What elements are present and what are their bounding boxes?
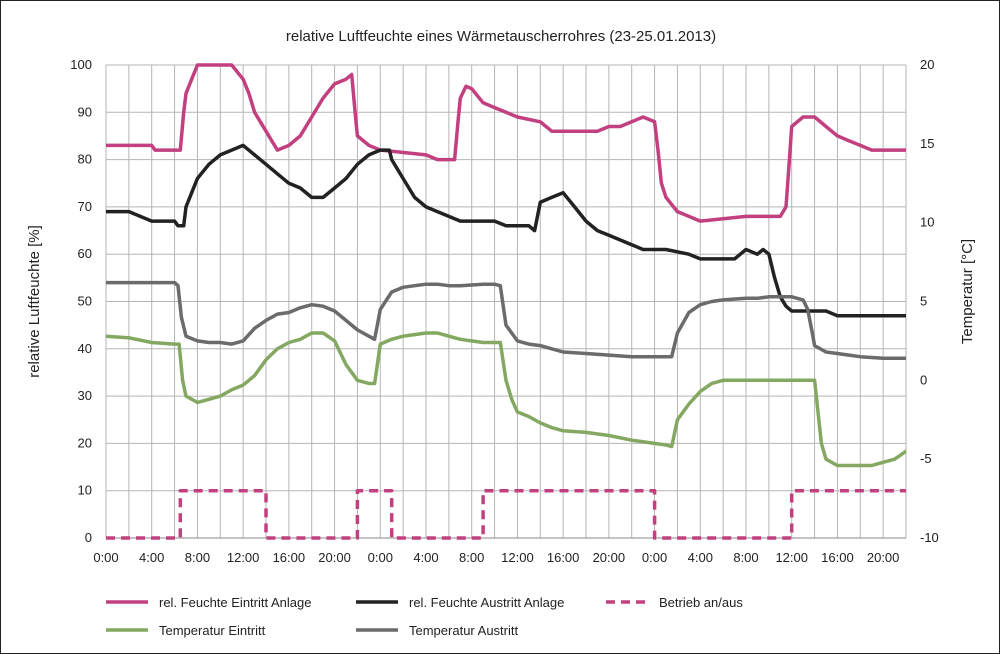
legend: rel. Feuchte Eintritt Anlage rel. Feuchte… <box>106 595 743 638</box>
y2-tick-label: -5 <box>920 451 932 466</box>
x-tick-label: 20:00 <box>867 550 900 565</box>
plot-area <box>106 63 906 540</box>
y-tick-label: 30 <box>78 388 92 403</box>
y-tick-label: 60 <box>78 246 92 261</box>
x-tick-label: 8:00 <box>185 550 210 565</box>
x-tick-label: 12:00 <box>775 550 808 565</box>
y-tick-label: 20 <box>78 435 92 450</box>
chart-title: relative Luftfeuchte eines Wärmetauscher… <box>286 28 716 45</box>
x-tick-label: 8:00 <box>733 550 758 565</box>
y-tick-label: 70 <box>78 199 92 214</box>
x-tick-label: 16:00 <box>821 550 854 565</box>
y2-tick-label: 0 <box>920 372 927 387</box>
y-tick-label: 50 <box>78 294 92 309</box>
x-tick-label: 12:00 <box>227 550 260 565</box>
x-tick-label: 16:00 <box>547 550 580 565</box>
x-tick-label: 20:00 <box>318 550 351 565</box>
x-tick-label: 12:00 <box>501 550 534 565</box>
legend-label: Temperatur Austritt <box>409 623 518 638</box>
x-tick-label: 4:00 <box>688 550 713 565</box>
y-ticks: 0 10 20 30 40 50 60 70 80 90 100 <box>70 57 92 545</box>
y2-ticks: -10 -5 0 5 10 15 20 <box>920 57 939 545</box>
legend-label: Temperatur Eintritt <box>159 623 266 638</box>
y2-tick-label: 20 <box>920 57 934 72</box>
y-tick-label: 100 <box>70 57 92 72</box>
y-tick-label: 40 <box>78 341 92 356</box>
x-tick-label: 4:00 <box>139 550 164 565</box>
legend-label: rel. Feuchte Eintritt Anlage <box>159 595 311 610</box>
x-ticks: 0:00 4:00 8:00 12:00 16:00 20:00 0:00 4:00 8:00 1… <box>93 550 899 565</box>
y-tick-label: 90 <box>78 104 92 119</box>
x-tick-label: 20:00 <box>593 550 626 565</box>
y-tick-label: 80 <box>78 152 92 167</box>
series-line-0 <box>106 63 906 223</box>
series-line-4 <box>106 280 906 361</box>
y-axis-label: relative Luftfeuchte [%] <box>26 225 43 378</box>
x-tick-label: 0:00 <box>368 550 393 565</box>
series-line-2 <box>106 488 906 540</box>
y2-tick-label: 5 <box>920 294 927 309</box>
series-line-3 <box>106 331 906 468</box>
y-tick-label: 10 <box>78 483 92 498</box>
x-tick-label: 16:00 <box>273 550 306 565</box>
series-line-1 <box>106 143 906 318</box>
x-tick-label: 8:00 <box>459 550 484 565</box>
x-tick-label: 0:00 <box>642 550 667 565</box>
y-tick-label: 0 <box>85 530 92 545</box>
y2-axis-label: Temperatur [°C] <box>959 239 976 344</box>
x-tick-label: 0:00 <box>93 550 118 565</box>
y2-tick-label: 15 <box>920 136 934 151</box>
y2-tick-label: -10 <box>920 530 939 545</box>
grid <box>105 64 907 539</box>
legend-label: rel. Feuchte Austritt Anlage <box>409 595 564 610</box>
y2-tick-label: 10 <box>920 215 934 230</box>
legend-label: Betrieb an/aus <box>659 595 743 610</box>
x-tick-label: 4:00 <box>413 550 438 565</box>
